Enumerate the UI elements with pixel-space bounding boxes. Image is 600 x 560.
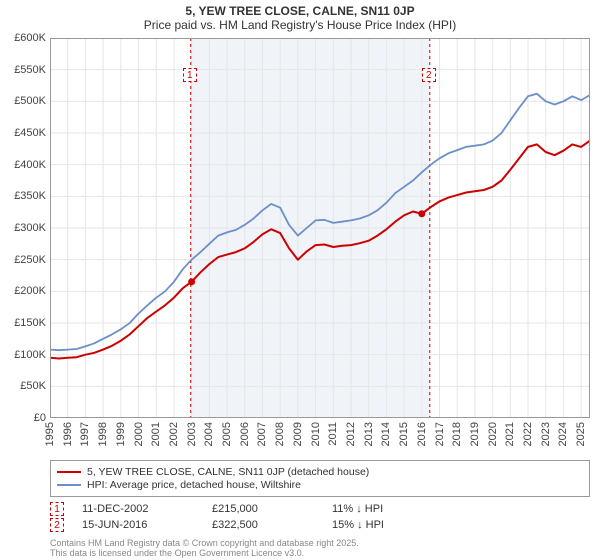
legend-box: 5, YEW TREE CLOSE, CALNE, SN11 0JP (deta…	[50, 460, 590, 497]
transaction-row: 1 11-DEC-2002£215,00011% ↓ HPI	[50, 502, 590, 516]
x-tick-label: 2007	[256, 422, 268, 446]
x-tick-label: 2008	[274, 422, 286, 446]
chart-marker: 2	[422, 68, 436, 82]
x-tick-label: 2001	[150, 422, 162, 446]
transaction-price: £322,500	[212, 519, 332, 531]
transaction-date: 11-DEC-2002	[82, 503, 212, 515]
y-tick-label: £350K	[0, 190, 46, 202]
chart-container: 5, YEW TREE CLOSE, CALNE, SN11 0JP Price…	[0, 0, 600, 560]
x-tick-label: 2011	[327, 422, 339, 446]
x-tick-label: 2021	[504, 422, 516, 446]
x-tick-label: 2000	[133, 422, 145, 446]
x-tick-label: 2006	[239, 422, 251, 446]
y-tick-label: £300K	[0, 222, 46, 234]
x-tick-label: 2003	[186, 422, 198, 446]
chart-svg	[50, 38, 590, 418]
x-tick-label: 2019	[469, 422, 481, 446]
x-tick-label: 2024	[557, 422, 569, 446]
x-tick-label: 2018	[451, 422, 463, 446]
legend-label: 5, YEW TREE CLOSE, CALNE, SN11 0JP (deta…	[87, 466, 369, 478]
y-tick-label: £250K	[0, 254, 46, 266]
legend-row: 5, YEW TREE CLOSE, CALNE, SN11 0JP (deta…	[57, 466, 583, 478]
x-tick-label: 2025	[575, 422, 587, 446]
x-tick-label: 1995	[44, 422, 56, 446]
y-tick-label: £0	[0, 412, 46, 424]
y-tick-label: £200K	[0, 285, 46, 297]
transaction-marker: 2	[50, 518, 64, 532]
x-tick-label: 2012	[345, 422, 357, 446]
legend-swatch	[57, 471, 81, 473]
x-tick-label: 2005	[221, 422, 233, 446]
x-tick-label: 1999	[115, 422, 127, 446]
title-line-2: Price paid vs. HM Land Registry's House …	[0, 18, 600, 32]
y-tick-label: £400K	[0, 159, 46, 171]
x-tick-label: 1997	[79, 422, 91, 446]
x-tick-label: 2015	[398, 422, 410, 446]
transaction-marker: 1	[50, 502, 64, 516]
x-tick-label: 2014	[380, 422, 392, 446]
legend-label: HPI: Average price, detached house, Wilt…	[87, 479, 301, 491]
transactions-table: 1 11-DEC-2002£215,00011% ↓ HPI 2 15-JUN-201…	[50, 500, 590, 534]
x-tick-label: 2020	[487, 422, 499, 446]
y-tick-label: £50K	[0, 380, 46, 392]
y-tick-label: £600K	[0, 32, 46, 44]
y-tick-label: £150K	[0, 317, 46, 329]
x-tick-label: 2022	[522, 422, 534, 446]
transaction-diff: 11% ↓ HPI	[332, 503, 512, 515]
x-tick-label: 1996	[62, 422, 74, 446]
footer-line-1: Contains HM Land Registry data © Crown c…	[50, 538, 590, 548]
x-tick-label: 2017	[434, 422, 446, 446]
legend-row: HPI: Average price, detached house, Wilt…	[57, 479, 583, 491]
y-tick-label: £550K	[0, 64, 46, 76]
x-tick-label: 2010	[310, 422, 322, 446]
x-tick-label: 2013	[363, 422, 375, 446]
x-tick-label: 2023	[540, 422, 552, 446]
x-tick-label: 2016	[416, 422, 428, 446]
y-tick-label: £100K	[0, 349, 46, 361]
transaction-row: 2 15-JUN-2016£322,50015% ↓ HPI	[50, 518, 590, 532]
x-tick-label: 2004	[203, 422, 215, 446]
x-tick-label: 1998	[97, 422, 109, 446]
title-block: 5, YEW TREE CLOSE, CALNE, SN11 0JP Price…	[0, 0, 600, 32]
transaction-diff: 15% ↓ HPI	[332, 519, 512, 531]
transaction-price: £215,000	[212, 503, 332, 515]
y-tick-label: £450K	[0, 127, 46, 139]
chart-marker: 1	[183, 68, 197, 82]
legend-swatch	[57, 484, 81, 486]
title-line-1: 5, YEW TREE CLOSE, CALNE, SN11 0JP	[0, 4, 600, 18]
x-tick-label: 2002	[168, 422, 180, 446]
footer-attribution: Contains HM Land Registry data © Crown c…	[50, 538, 590, 559]
x-tick-label: 2009	[292, 422, 304, 446]
y-tick-label: £500K	[0, 95, 46, 107]
transaction-date: 15-JUN-2016	[82, 519, 212, 531]
chart-area: £0£50K£100K£150K£200K£250K£300K£350K£400…	[50, 38, 590, 418]
footer-line-2: This data is licensed under the Open Gov…	[50, 548, 590, 558]
